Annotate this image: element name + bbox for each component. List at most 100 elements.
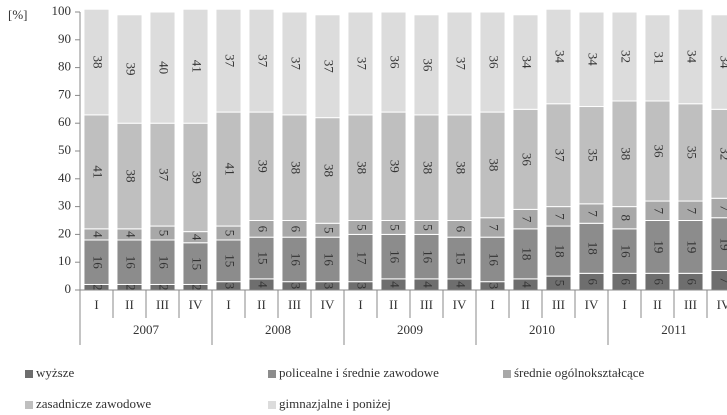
y-axis-label: [%] xyxy=(8,7,28,22)
bar-segment xyxy=(578,106,605,205)
legend-label: wyższe xyxy=(36,365,74,380)
data-label: 5 xyxy=(421,224,436,231)
data-label: 4 xyxy=(256,281,271,288)
data-label: 18 xyxy=(586,242,601,255)
data-label: 38 xyxy=(322,164,337,177)
data-label: 41 xyxy=(223,163,238,176)
data-label: 34 xyxy=(520,56,535,70)
data-label: 31 xyxy=(652,51,667,64)
bar-segment xyxy=(281,11,308,116)
data-label: 36 xyxy=(421,58,436,72)
data-label: 7 xyxy=(685,208,700,215)
data-label: 37 xyxy=(289,57,304,71)
bar-segment xyxy=(116,239,143,285)
data-label: 7 xyxy=(487,224,502,231)
bar-segment xyxy=(116,122,143,230)
data-label: 7 xyxy=(652,208,667,215)
legend-swatch xyxy=(268,401,276,409)
bar-segment xyxy=(479,236,506,283)
legend-swatch xyxy=(25,401,33,409)
bar-segment xyxy=(116,14,143,124)
data-label: 35 xyxy=(586,149,601,162)
bar-segment xyxy=(644,100,671,202)
data-label: 32 xyxy=(718,147,727,160)
data-label: 4 xyxy=(520,281,535,288)
x-tick-label: IV xyxy=(585,297,599,312)
bar-segment xyxy=(314,14,341,119)
y-tick-label: 90 xyxy=(58,31,71,46)
x-tick-label: IV xyxy=(717,297,727,312)
data-label: 16 xyxy=(421,250,436,264)
bar-segment xyxy=(545,103,572,208)
data-label: 18 xyxy=(553,245,568,258)
data-label: 16 xyxy=(487,253,502,267)
data-label: 2 xyxy=(190,284,205,291)
data-label: 5 xyxy=(223,230,238,237)
bar-segment xyxy=(314,236,341,283)
data-label: 37 xyxy=(157,168,172,182)
bar-segment xyxy=(479,111,506,219)
bar-segment xyxy=(545,8,572,105)
data-label: 16 xyxy=(157,256,172,270)
data-label: 3 xyxy=(487,283,502,290)
data-label: 41 xyxy=(91,165,106,178)
bar-segment xyxy=(446,114,473,221)
data-label: 16 xyxy=(91,256,106,270)
x-tick-label: II xyxy=(653,297,662,312)
data-label: 38 xyxy=(487,158,502,171)
x-tick-label: I xyxy=(226,297,230,312)
data-label: 2 xyxy=(124,284,139,291)
x-tick-label: II xyxy=(521,297,530,312)
data-label: 39 xyxy=(124,62,139,75)
data-label: 6 xyxy=(289,226,304,233)
bar-segment xyxy=(644,220,671,274)
bar-segment xyxy=(347,114,374,221)
data-label: 37 xyxy=(355,57,370,71)
data-label: 16 xyxy=(388,250,403,264)
y-tick-label: 30 xyxy=(58,198,71,213)
data-label: 38 xyxy=(619,147,634,160)
y-tick-label: 100 xyxy=(52,3,72,18)
x-tick-label: III xyxy=(420,297,433,312)
data-label: 4 xyxy=(454,281,469,288)
data-label: 39 xyxy=(256,160,271,173)
data-label: 7 xyxy=(520,216,535,223)
y-tick-label: 50 xyxy=(58,142,71,157)
bar-segment xyxy=(578,11,605,108)
data-label: 7 xyxy=(718,205,727,212)
bar-segment xyxy=(281,114,308,221)
x-tick-label: II xyxy=(389,297,398,312)
bar-segment xyxy=(314,117,341,224)
data-label: 7 xyxy=(718,277,727,284)
data-label: 5 xyxy=(355,224,370,231)
data-label: 5 xyxy=(388,224,403,231)
bar-segment xyxy=(149,239,176,285)
bar-segment xyxy=(644,14,671,102)
data-label: 38 xyxy=(289,161,304,174)
bar-segment xyxy=(182,242,209,285)
legend-label: gimnazjalne i poniżej xyxy=(279,396,391,411)
data-label: 34 xyxy=(586,53,601,66)
data-label: 4 xyxy=(421,281,436,288)
bar-segment xyxy=(611,11,638,102)
data-label: 38 xyxy=(91,56,106,69)
data-label: 34 xyxy=(685,50,700,64)
y-tick-label: 10 xyxy=(58,253,71,268)
data-label: 5 xyxy=(553,280,568,287)
data-label: 15 xyxy=(256,252,271,265)
data-label: 5 xyxy=(157,230,172,237)
bar-segment xyxy=(182,8,209,124)
data-label: 34 xyxy=(718,56,727,70)
legend-swatch xyxy=(25,370,33,378)
y-tick-label: 80 xyxy=(58,59,71,74)
bar-segment xyxy=(380,111,407,221)
x-tick-label: I xyxy=(490,297,494,312)
y-tick-label: 60 xyxy=(58,114,71,129)
legend-label: średnie ogólnokształcące xyxy=(514,365,645,380)
data-label: 3 xyxy=(322,283,337,290)
group-label: 2008 xyxy=(265,322,291,337)
bar-segment xyxy=(248,8,275,113)
bar-segment xyxy=(347,11,374,116)
bar-segment xyxy=(512,228,539,280)
